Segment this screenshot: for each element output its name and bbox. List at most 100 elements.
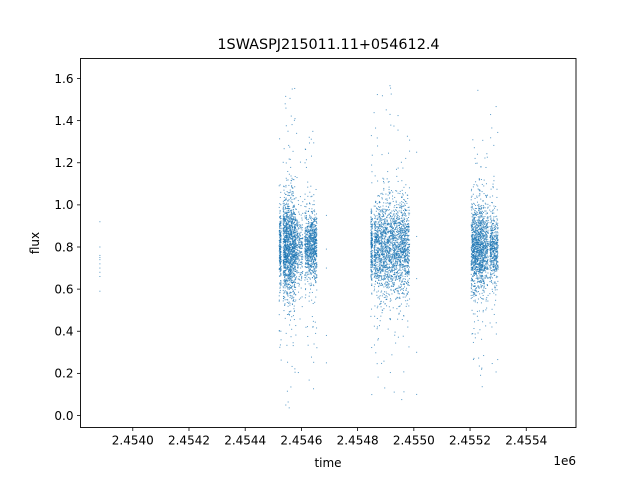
data-point [311, 236, 313, 238]
data-point [300, 274, 302, 276]
data-point [311, 272, 313, 274]
data-point [388, 224, 390, 226]
data-point [292, 256, 294, 258]
data-point [388, 276, 390, 278]
data-point [397, 291, 399, 293]
data-point [284, 280, 286, 282]
data-point [310, 263, 312, 265]
data-point [375, 352, 377, 354]
data-point [312, 255, 314, 257]
data-point [379, 216, 381, 218]
data-point [309, 272, 311, 274]
data-point [290, 277, 292, 279]
data-point [381, 261, 383, 263]
data-point [291, 215, 293, 217]
data-point [282, 272, 284, 274]
data-point [290, 267, 292, 269]
data-point [402, 263, 404, 265]
data-point [284, 204, 286, 206]
data-point [394, 196, 396, 198]
data-point [311, 263, 313, 265]
data-point [297, 200, 299, 202]
data-point [294, 240, 296, 242]
data-point [386, 286, 388, 288]
data-point [389, 318, 391, 320]
data-point [285, 274, 287, 276]
data-point [391, 268, 393, 270]
data-point [375, 252, 377, 254]
data-point [308, 255, 310, 257]
data-point [290, 241, 292, 243]
data-point [309, 246, 311, 248]
data-point [383, 360, 385, 362]
data-point [308, 241, 310, 243]
data-point [401, 281, 403, 283]
data-point [310, 257, 312, 259]
data-point [300, 235, 302, 237]
data-point [300, 261, 302, 263]
data-point [285, 275, 287, 277]
data-point [310, 269, 312, 271]
data-point [399, 190, 401, 192]
data-point [299, 238, 301, 240]
data-point [289, 226, 291, 228]
data-point [312, 204, 314, 206]
data-point [293, 232, 295, 234]
data-point [313, 249, 315, 251]
data-point [296, 219, 298, 221]
data-point [308, 379, 310, 381]
data-point [313, 251, 315, 253]
data-point [305, 217, 307, 219]
data-point [383, 294, 385, 296]
data-point [398, 253, 400, 255]
data-point [286, 264, 288, 266]
data-point [377, 256, 379, 258]
data-point [286, 229, 288, 231]
data-point [292, 276, 294, 278]
data-point [315, 220, 317, 222]
data-point [403, 241, 405, 243]
data-point [407, 212, 409, 214]
data-point [292, 243, 294, 245]
data-point [402, 251, 404, 253]
data-point [390, 289, 392, 291]
data-point [285, 240, 287, 242]
data-point [306, 245, 308, 247]
data-point [295, 197, 297, 199]
data-point [398, 242, 400, 244]
data-point [394, 215, 396, 217]
data-point [382, 246, 384, 248]
data-point [311, 245, 313, 247]
data-point [401, 241, 403, 243]
data-point [402, 235, 404, 237]
data-point [279, 346, 281, 348]
data-point [404, 296, 406, 298]
data-point [312, 231, 314, 233]
data-point [397, 241, 399, 243]
data-point [308, 229, 310, 231]
data-point [291, 124, 293, 126]
data-point [301, 227, 303, 229]
data-point [382, 232, 384, 234]
data-point [296, 270, 298, 272]
data-point [287, 254, 289, 256]
data-point [288, 198, 290, 200]
data-point [383, 187, 385, 189]
data-point [380, 227, 382, 229]
data-point [387, 279, 389, 281]
data-point [301, 273, 303, 275]
data-point [404, 255, 406, 257]
data-point [313, 240, 315, 242]
data-point [376, 282, 378, 284]
data-point [289, 97, 291, 99]
data-point [403, 315, 405, 317]
data-point [400, 260, 402, 262]
data-point [285, 224, 287, 226]
data-point [315, 265, 317, 267]
data-point [371, 265, 373, 267]
data-point [390, 218, 392, 220]
data-point [305, 212, 307, 214]
data-point [286, 230, 288, 232]
data-point [409, 212, 411, 214]
data-point [371, 154, 373, 156]
